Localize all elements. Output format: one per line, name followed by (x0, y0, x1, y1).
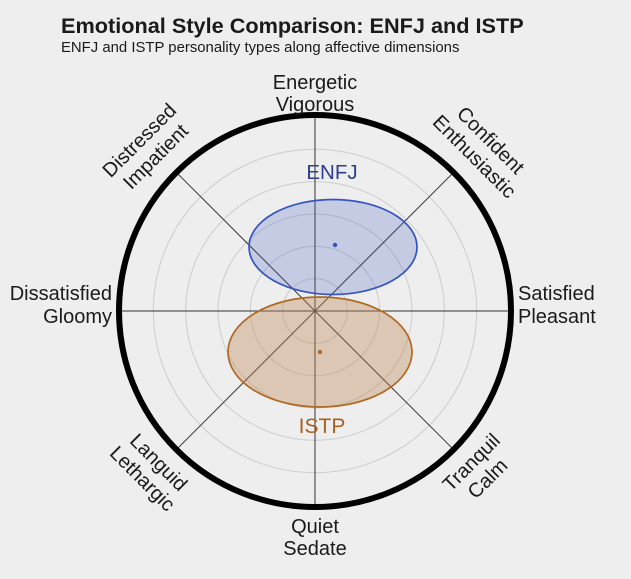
svg-text:ISTP: ISTP (299, 415, 346, 438)
svg-text:Energetic: Energetic (273, 72, 358, 94)
svg-text:ENFJ: ENFJ (306, 161, 357, 184)
svg-text:Vigorous: Vigorous (276, 94, 355, 116)
svg-text:Gloomy: Gloomy (43, 306, 112, 328)
svg-text:Dissatisfied: Dissatisfied (10, 283, 112, 305)
svg-text:Satisfied: Satisfied (518, 283, 595, 305)
svg-text:Quiet: Quiet (291, 516, 339, 538)
svg-text:Pleasant: Pleasant (518, 306, 596, 328)
svg-text:Sedate: Sedate (283, 538, 346, 560)
